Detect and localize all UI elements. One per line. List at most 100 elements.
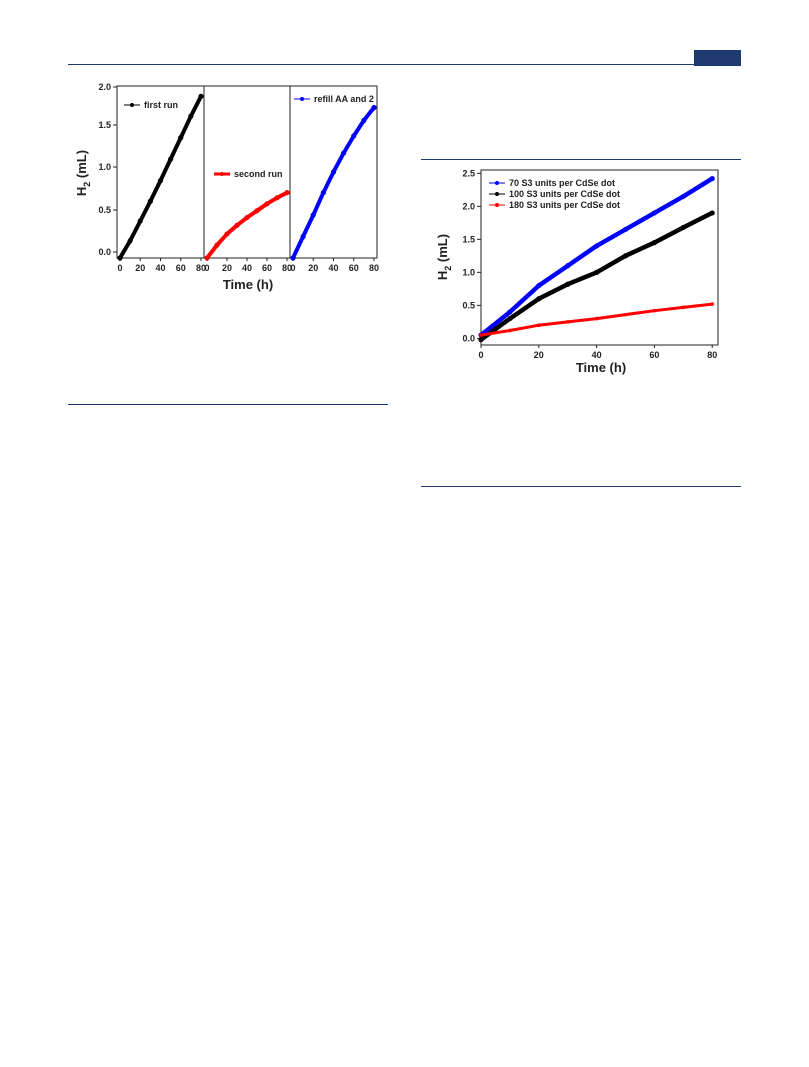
- data-point: [284, 190, 290, 196]
- data-point: [290, 255, 296, 261]
- x-tick-label: 80: [282, 263, 292, 273]
- data-point: [478, 337, 484, 343]
- series-line-panel-2: [205, 190, 288, 260]
- data-point: [214, 242, 220, 248]
- data-point: [652, 308, 657, 313]
- data-point: [622, 253, 629, 259]
- data-point: [341, 150, 347, 156]
- data-point: [709, 175, 715, 182]
- data-point: [320, 190, 326, 196]
- section-rule-right-top: [421, 159, 741, 160]
- legend-label: refill AA and 2: [314, 94, 374, 104]
- y-tick-label: 2.5: [462, 168, 475, 178]
- data-point: [310, 212, 316, 218]
- data-point: [507, 315, 513, 322]
- x-tick-label: 80: [707, 350, 717, 360]
- legend-label: 180 S3 units per CdSe dot: [509, 200, 620, 210]
- data-point: [594, 269, 600, 275]
- x-tick-label: 20: [308, 263, 318, 273]
- y-tick-label: 0.0: [98, 247, 111, 257]
- data-point: [680, 193, 686, 200]
- data-point: [198, 93, 204, 99]
- y-tick-label: 1.0: [98, 162, 111, 172]
- legend-label: first run: [144, 100, 178, 110]
- y-tick-label: 0.5: [462, 300, 475, 310]
- data-point: [157, 178, 164, 184]
- y-axis-label: H2 (mL): [74, 150, 92, 196]
- data-point: [651, 240, 658, 246]
- data-point: [188, 113, 194, 119]
- x-tick-label: 20: [534, 350, 544, 360]
- data-point: [623, 312, 628, 317]
- y-tick-label: 1.5: [462, 234, 475, 244]
- x-axis-label: Time (h): [576, 360, 626, 375]
- data-point: [565, 263, 571, 269]
- chart-three-run-hydrogen: 0.0 0.5 1.0 1.5 2.0 0 20 40 60 80 first run 0 20 40 60…: [74, 82, 379, 292]
- legend-marker: [220, 172, 224, 176]
- legend-marker: [495, 203, 499, 207]
- x-tick-label: 40: [592, 350, 602, 360]
- x-tick-label: 0: [117, 263, 122, 273]
- data-point: [330, 169, 337, 175]
- data-point: [594, 243, 600, 249]
- series-line-2: [479, 210, 714, 342]
- data-point: [204, 255, 210, 261]
- data-point: [565, 320, 570, 324]
- data-point: [178, 135, 184, 141]
- x-tick-label: 40: [242, 263, 252, 273]
- data-point: [680, 224, 686, 231]
- data-point: [244, 214, 250, 221]
- data-point: [274, 195, 280, 201]
- section-rule-left: [68, 404, 388, 405]
- data-point: [117, 255, 123, 261]
- x-tick-label: 60: [649, 350, 659, 360]
- data-point: [536, 296, 542, 302]
- data-point: [651, 210, 658, 216]
- x-tick-label: 80: [196, 263, 206, 273]
- data-point: [351, 133, 357, 139]
- x-tick-label: 40: [155, 263, 165, 273]
- y-tick-label: 2.0: [98, 82, 111, 92]
- chart-s3-units-hydrogen: 0.0 0.5 1.0 1.5 2.0 2.5 0 20 40 60 80 70 S3 units p…: [435, 168, 719, 375]
- header-badge: [694, 50, 741, 66]
- data-point: [137, 218, 143, 224]
- plot-frame: [480, 169, 719, 346]
- legend-label: 100 S3 units per CdSe dot: [509, 189, 620, 199]
- x-tick-label: 60: [349, 263, 359, 273]
- y-axis-label: H2 (mL): [435, 234, 453, 280]
- x-tick-label: 60: [262, 263, 272, 273]
- data-point: [565, 281, 571, 287]
- x-tick-label: 0: [204, 263, 209, 273]
- y-tick-label: 0.0: [462, 333, 475, 343]
- data-point: [508, 328, 512, 333]
- data-point: [254, 208, 260, 214]
- x-tick-label: 60: [176, 263, 186, 273]
- data-point: [681, 305, 686, 310]
- data-point: [479, 333, 483, 337]
- data-point: [168, 156, 174, 162]
- x-axis-label: Time (h): [223, 277, 273, 292]
- data-point: [361, 117, 367, 123]
- legend-marker: [300, 97, 304, 101]
- data-point: [537, 323, 541, 327]
- legend-label: 70 S3 units per CdSe dot: [509, 178, 615, 188]
- x-tick-label: 80: [369, 263, 379, 273]
- legend-marker: [130, 103, 134, 107]
- y-tick-label: 0.5: [98, 205, 111, 215]
- data-point: [507, 309, 513, 315]
- legend-label: second run: [234, 169, 283, 179]
- x-tick-label: 20: [222, 263, 232, 273]
- data-point: [224, 231, 230, 237]
- header-rule: [68, 64, 741, 65]
- section-rule-right-bottom: [421, 486, 741, 487]
- data-point: [264, 201, 270, 207]
- x-tick-label: 20: [135, 263, 145, 273]
- data-point: [622, 226, 629, 233]
- data-point: [710, 302, 715, 306]
- x-tick-label: 0: [478, 350, 483, 360]
- legend-marker: [495, 181, 499, 185]
- data-point: [127, 238, 133, 244]
- data-point: [709, 210, 715, 216]
- x-tick-label: 40: [328, 263, 338, 273]
- data-point: [536, 282, 542, 289]
